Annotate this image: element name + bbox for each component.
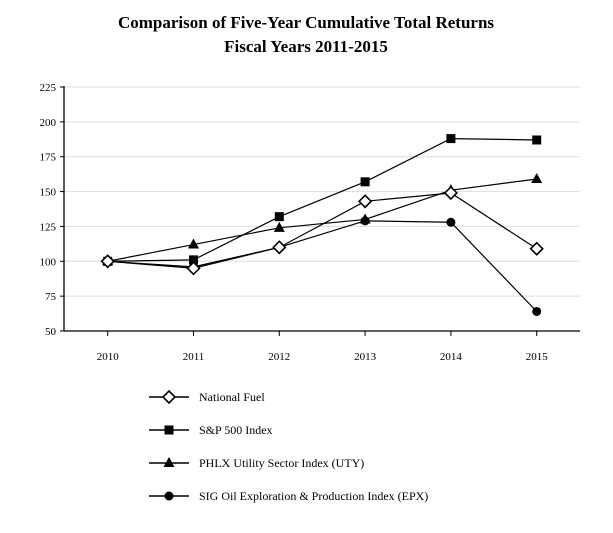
y-tick-label: 100 [40, 256, 57, 268]
triangle-marker-icon [163, 457, 175, 467]
data-point [100, 254, 115, 269]
series-s-p-500-index [103, 134, 542, 266]
data-point [360, 177, 370, 187]
square-marker-icon [164, 425, 174, 435]
y-tick-label: 175 [40, 152, 57, 164]
y-tick-label: 75 [45, 291, 57, 303]
data-point [189, 255, 198, 265]
diamond-open-marker-icon [161, 389, 177, 405]
data-point [272, 240, 287, 255]
chart-subtitle: Fiscal Years 2011-2015 [224, 37, 388, 56]
data-point [188, 238, 199, 249]
data-point [186, 261, 201, 276]
legend-label: National Fuel [199, 390, 265, 404]
x-tick-label: 2014 [440, 351, 463, 363]
legend-item: National Fuel [149, 389, 265, 405]
data-point [273, 221, 285, 232]
x-tick-label: 2015 [526, 351, 549, 363]
y-tick-label: 150 [40, 187, 57, 199]
y-tick-label: 200 [40, 117, 57, 129]
data-point [443, 185, 459, 201]
x-tick-label: 2012 [268, 351, 290, 363]
legend-item: SIG Oil Exploration & Production Index (… [149, 489, 428, 503]
data-point [446, 217, 456, 227]
data-point [360, 216, 370, 226]
gridlines [64, 86, 580, 297]
legend: National Fuel S&P 500 Index PHLX Utility S… [149, 389, 428, 503]
y-tick-label: 225 [40, 82, 57, 94]
data-point [274, 212, 284, 222]
legend-item: S&P 500 Index [149, 423, 273, 437]
data-point [531, 173, 543, 184]
x-tick-label: 2013 [354, 351, 377, 363]
legend-label: S&P 500 Index [199, 423, 273, 437]
axes: 50 75 100 125 150 175 200 225 2010 2011 2012 2013 20… [40, 82, 580, 363]
series-national-fuel [100, 185, 544, 276]
data-point [446, 134, 456, 144]
data-point [532, 135, 542, 145]
series-line [107, 137, 537, 262]
x-tick-label: 2011 [183, 351, 205, 363]
y-tick-label: 125 [40, 221, 57, 233]
chart-title: Comparison of Five-Year Cumulative Total… [118, 13, 494, 32]
circle-marker-icon [164, 491, 174, 501]
data-point [529, 241, 544, 256]
legend-item: PHLX Utility Sector Index (UTY) [149, 456, 364, 470]
legend-label: SIG Oil Exploration & Production Index (… [199, 489, 428, 503]
data-point [532, 306, 542, 316]
y-tick-label: 50 [45, 326, 57, 338]
series-line [107, 178, 537, 262]
series-line [107, 192, 538, 269]
x-tick-label: 2010 [97, 351, 120, 363]
series-phlx-utility-sector-index-uty- [102, 173, 543, 266]
series-line [107, 220, 538, 312]
legend-label: PHLX Utility Sector Index (UTY) [199, 456, 364, 470]
series-group [100, 134, 544, 316]
data-point [357, 194, 373, 209]
